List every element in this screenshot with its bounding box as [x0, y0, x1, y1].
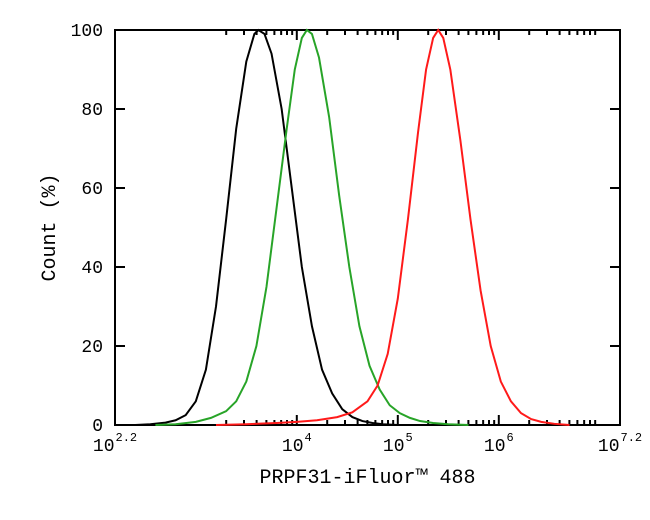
x-tick-label: 107.2	[598, 431, 642, 457]
y-tick-label: 100	[71, 22, 103, 42]
y-tick-label: 0	[92, 417, 103, 437]
series-red	[216, 30, 570, 425]
series-black	[115, 30, 398, 425]
chart-svg: 102.2104105106107.2020406080100Count (%)…	[0, 0, 650, 520]
x-tick-label: 104	[282, 431, 312, 457]
flow-cytometry-histogram: 102.2104105106107.2020406080100Count (%)…	[0, 0, 650, 520]
y-axis-title: Count (%)	[39, 173, 62, 281]
x-tick-label: 105	[383, 431, 413, 457]
y-tick-label: 60	[81, 180, 103, 200]
plot-border	[115, 30, 620, 425]
x-tick-label: 106	[484, 431, 514, 457]
x-axis-title: PRPF31-iFluor™ 488	[259, 467, 475, 490]
series-green	[155, 30, 468, 425]
y-tick-label: 80	[81, 101, 103, 121]
y-tick-label: 40	[81, 259, 103, 279]
y-tick-label: 20	[81, 338, 103, 358]
